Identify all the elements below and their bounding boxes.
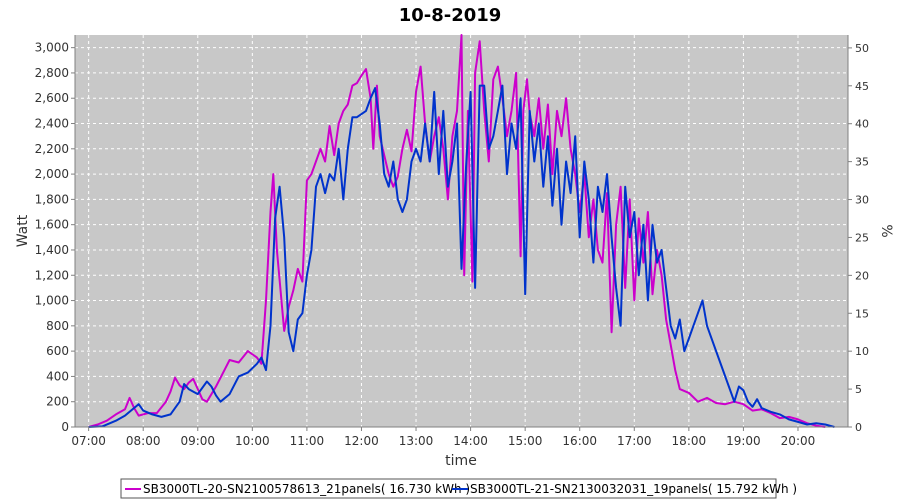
series-layer — [88, 34, 835, 428]
y-tick-label: 1,600 — [35, 218, 69, 232]
y-right-tick-label: 50 — [855, 42, 869, 55]
y-right-tick-label: 15 — [855, 307, 869, 320]
x-tick-label: 11:00 — [290, 434, 325, 448]
y-tick-label: 1,400 — [35, 243, 69, 257]
y-tick-label: 0 — [61, 420, 69, 434]
x-tick-label: 08:00 — [126, 434, 161, 448]
y-right-tick-label: 25 — [855, 231, 869, 244]
y-tick-label: 2,200 — [35, 142, 69, 156]
axes: 02004006008001,0001,2001,4001,6001,8002,… — [35, 35, 869, 448]
x-tick-label: 10:00 — [235, 434, 270, 448]
x-tick-label: 14:00 — [453, 434, 488, 448]
x-tick-label: 18:00 — [672, 434, 707, 448]
series-line-2 — [88, 84, 835, 428]
y-right-tick-label: 20 — [855, 269, 869, 282]
x-axis-title: time — [445, 453, 477, 469]
legend: SB3000TL-20-SN2100578613_21panels( 16.73… — [120, 478, 797, 499]
y-right-tick-label: 35 — [855, 156, 869, 169]
legend-box — [120, 478, 777, 499]
y-tick-label: 2,400 — [35, 117, 69, 131]
y-right-tick-label: 5 — [855, 383, 862, 396]
x-tick-label: 20:00 — [781, 434, 816, 448]
y-axis-right-title: % — [878, 224, 894, 237]
legend-label-series-1: SB3000TL-20-SN2100578613_21panels( 16.73… — [143, 482, 470, 496]
y-tick-label: 2,000 — [35, 167, 69, 181]
x-tick-label: 09:00 — [180, 434, 215, 448]
y-tick-label: 3,000 — [35, 41, 69, 55]
y-tick-label: 200 — [46, 395, 69, 409]
y-tick-label: 600 — [46, 344, 69, 358]
y-tick-label: 400 — [46, 369, 69, 383]
y-tick-label: 1,000 — [35, 294, 69, 308]
x-tick-label: 17:00 — [617, 434, 652, 448]
x-tick-label: 13:00 — [399, 434, 434, 448]
chart-title: 10-8-2019 — [399, 5, 502, 26]
x-tick-label: 19:00 — [726, 434, 761, 448]
x-tick-label: 16:00 — [562, 434, 597, 448]
y-right-tick-label: 40 — [855, 118, 869, 131]
y-axis-title: Watt — [15, 214, 31, 247]
y-tick-label: 2,800 — [35, 66, 69, 80]
y-right-tick-label: 30 — [855, 194, 869, 207]
x-tick-label: 12:00 — [344, 434, 379, 448]
y-tick-label: 1,200 — [35, 268, 69, 282]
x-tick-label: 07:00 — [71, 434, 106, 448]
y-right-tick-label: 0 — [855, 421, 862, 434]
y-tick-label: 1,800 — [35, 192, 69, 206]
y-tick-label: 2,600 — [35, 91, 69, 105]
y-tick-label: 800 — [46, 319, 69, 333]
series-line-1 — [88, 34, 826, 428]
x-tick-label: 15:00 — [508, 434, 543, 448]
y-right-tick-label: 45 — [855, 80, 869, 93]
y-right-tick-label: 10 — [855, 345, 869, 358]
legend-label-series-2: SB3000TL-21-SN2130032031_19panels( 15.79… — [470, 482, 797, 496]
